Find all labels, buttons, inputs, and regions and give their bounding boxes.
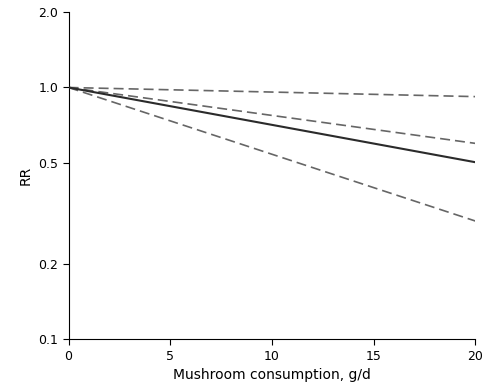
Y-axis label: RR: RR <box>19 166 33 185</box>
X-axis label: Mushroom consumption, g/d: Mushroom consumption, g/d <box>173 368 371 382</box>
